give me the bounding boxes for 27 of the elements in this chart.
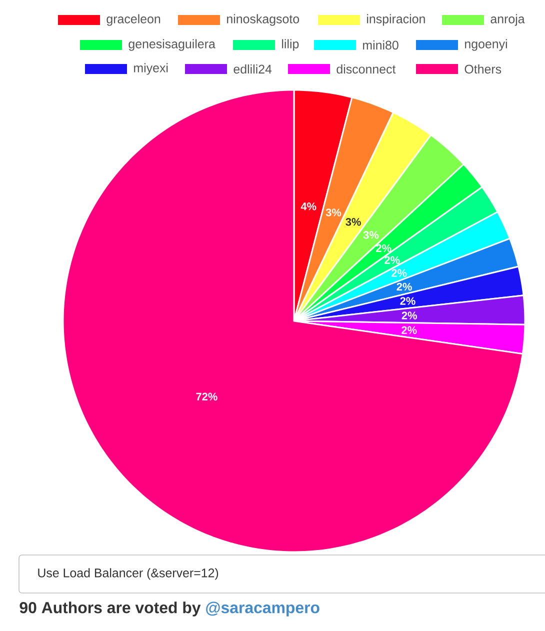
legend-label: Others <box>464 64 502 74</box>
legend-label: ngoenyi <box>465 39 507 51</box>
data-label: 2% <box>396 282 412 291</box>
legend-label: graceleon <box>106 14 160 26</box>
data-label: 3% <box>326 208 342 216</box>
data-label: 2% <box>392 269 407 277</box>
data-label: 3% <box>346 218 361 226</box>
legend-label: ninoskagsoto <box>227 14 300 26</box>
data-label: 2% <box>376 244 392 252</box>
legend-label: mini80 <box>363 40 398 50</box>
data-label: 72% <box>196 392 218 400</box>
text: 90 Authors are voted by <box>20 602 201 616</box>
data-label: 2% <box>402 326 417 334</box>
legend-label: disconnect <box>336 64 396 74</box>
legend-label: anroja <box>490 14 525 26</box>
text: @saracampero <box>206 602 320 616</box>
legend-label: edlili24 <box>234 64 272 74</box>
data-label: 2% <box>402 312 417 320</box>
data-label: 4% <box>300 202 316 210</box>
data-label: 3% <box>363 231 379 239</box>
data-label: 2% <box>384 256 400 264</box>
text: Use Load Balancer (&server=12) <box>38 568 218 580</box>
legend-label: miyexi <box>134 63 168 75</box>
data-label: 2% <box>400 297 416 305</box>
legend-label: lilip <box>282 39 299 51</box>
legend-label: inspiracion <box>367 14 425 26</box>
legend-label: genesisaguilera <box>128 39 216 51</box>
